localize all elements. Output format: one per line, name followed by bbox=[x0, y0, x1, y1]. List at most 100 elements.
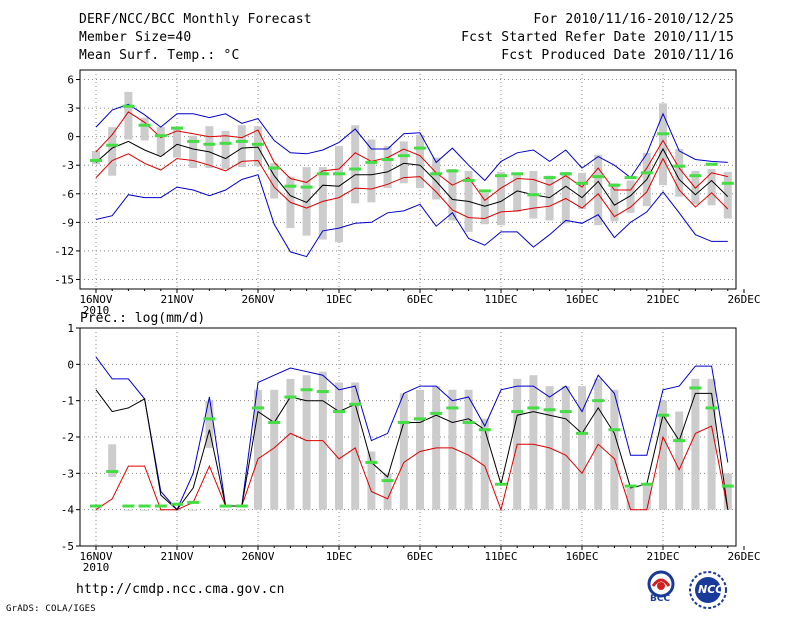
prec-spread-box bbox=[578, 386, 586, 510]
temp-spread-box bbox=[237, 125, 246, 168]
temp-spread-box bbox=[335, 146, 343, 243]
prec-spread-box bbox=[383, 473, 392, 510]
temp-spread-box bbox=[513, 173, 522, 212]
temp-spread-box bbox=[578, 172, 586, 210]
grads-credit: GrADS: COLA/IGES bbox=[6, 604, 96, 614]
prec-xtick-label: 1DEC bbox=[326, 550, 353, 563]
prec-spread-box bbox=[335, 382, 343, 510]
temp-ytick-label: -15 bbox=[54, 273, 74, 286]
temp-spread-box bbox=[594, 154, 603, 226]
temp-ytick-label: -9 bbox=[61, 216, 74, 229]
temp-min-line bbox=[95, 174, 728, 258]
temp-spread-box bbox=[659, 103, 667, 186]
prec-spread-box bbox=[642, 484, 651, 510]
prec-xtick-label: 6DEC bbox=[407, 550, 434, 563]
bcc-logo: BCC bbox=[641, 570, 681, 606]
temp-ytick-label: -3 bbox=[61, 159, 74, 172]
temp-xtick-label: 6DEC bbox=[407, 293, 434, 306]
prec-spread-box bbox=[416, 389, 424, 510]
prec-spread-box bbox=[270, 389, 279, 510]
temp-spread-box bbox=[108, 127, 117, 176]
temp-spread-box bbox=[156, 127, 165, 156]
temp-spread-box bbox=[448, 169, 457, 221]
temp-xtick-label: 21NOV bbox=[160, 293, 193, 306]
temp-lower-line bbox=[95, 153, 729, 220]
temp-spread-box bbox=[367, 139, 376, 203]
temp-xtick-label: 11DEC bbox=[484, 293, 517, 306]
temp-spread-box bbox=[351, 125, 360, 204]
temp-spread-box bbox=[480, 192, 489, 225]
prec-spread-box bbox=[140, 509, 149, 511]
temp-spread-box bbox=[497, 171, 505, 226]
temp-upper-line bbox=[95, 111, 728, 202]
prec-spread-box bbox=[464, 389, 473, 510]
prec-ytick-label: -1 bbox=[61, 395, 74, 408]
prec-xtick-label: 26NOV bbox=[241, 550, 274, 563]
prec-spread-box bbox=[691, 378, 700, 510]
variable-label: Mean Surf. Temp.: °C bbox=[79, 48, 240, 63]
prec-spread-box bbox=[707, 378, 716, 510]
bcc-logo-text: BCC bbox=[650, 594, 671, 604]
temp-spread-box bbox=[561, 171, 570, 224]
temp-spread-box bbox=[124, 91, 133, 140]
temp-spread-box bbox=[707, 169, 716, 206]
chart-title: DERF/NCC/BCC Monthly Forecast bbox=[79, 12, 312, 27]
temp-xtick-label: 1DEC bbox=[326, 293, 353, 306]
prec-xtick-label: 26DEC bbox=[727, 550, 760, 563]
prec-ytick-label: 1 bbox=[67, 322, 74, 335]
prec-spread-box bbox=[723, 473, 732, 510]
prec-ytick-label: -3 bbox=[61, 467, 74, 480]
prec-spread-box bbox=[675, 411, 684, 510]
prec-xtick-label: 21NOV bbox=[160, 550, 193, 563]
prec-spread-box bbox=[108, 444, 117, 477]
prec-ytick-label: -2 bbox=[61, 431, 74, 444]
temp-xtick-label: 16NOV bbox=[79, 293, 112, 306]
temp-spread-box bbox=[723, 171, 732, 219]
prec-panel-title: Prec.: log(mm/d) bbox=[80, 311, 205, 326]
prec-ytick-label: -4 bbox=[61, 504, 75, 517]
temp-ytick-label: -12 bbox=[54, 245, 74, 258]
prec-mean-line bbox=[95, 389, 729, 511]
temp-spread-box bbox=[610, 183, 619, 222]
temp-ytick-label: 3 bbox=[67, 102, 74, 115]
prec-xtick-label: 21DEC bbox=[646, 550, 679, 563]
prec-spread-box bbox=[626, 487, 635, 510]
prec-spread-box bbox=[254, 389, 262, 510]
temp-spread-box bbox=[221, 130, 230, 170]
prec-spread-box bbox=[367, 451, 376, 510]
prec-xtick-label: 16NOV bbox=[79, 550, 112, 563]
prec-spread-box bbox=[221, 509, 230, 511]
temp-spread-box bbox=[383, 146, 392, 189]
member-size: Member Size=40 bbox=[79, 30, 192, 45]
temp-spread-box bbox=[140, 117, 149, 141]
temp-spread-box bbox=[189, 135, 198, 169]
prec-spread-box bbox=[92, 509, 100, 511]
bcc-logo-icon bbox=[647, 570, 675, 598]
forecast-produced-date: Fcst Produced Date 2010/11/16 bbox=[501, 48, 734, 63]
temp-year-label: 2010 bbox=[83, 304, 110, 317]
prec-spread-box bbox=[205, 400, 214, 448]
temp-xtick-label: 21DEC bbox=[646, 293, 679, 306]
prec-spread-box bbox=[237, 509, 246, 511]
prec-year-label: 2010 bbox=[83, 561, 110, 574]
temp-ytick-label: -6 bbox=[61, 188, 74, 201]
temp-xtick-label: 26DEC bbox=[727, 293, 760, 306]
prec-max-line bbox=[95, 356, 729, 511]
temp-spread-box bbox=[416, 134, 424, 189]
temp-spread-box bbox=[173, 128, 181, 158]
prec-spread-box bbox=[302, 375, 311, 510]
prec-spread-box bbox=[659, 400, 667, 510]
temp-spread-box bbox=[675, 149, 684, 197]
prec-spread-box bbox=[189, 509, 198, 511]
prec-spread-box bbox=[286, 378, 295, 510]
ncc-logo-text: NCC bbox=[698, 583, 724, 596]
temp-spread-box bbox=[92, 150, 100, 165]
temp-xtick-label: 26NOV bbox=[241, 293, 274, 306]
temp-ytick-label: 6 bbox=[67, 74, 74, 87]
source-url: http://cmdp.ncc.cma.gov.cn bbox=[76, 582, 285, 597]
temp-spread-box bbox=[399, 141, 408, 184]
forecast-started-date: Fcst Started Refer Date 2010/11/15 bbox=[461, 30, 734, 45]
temp-frame bbox=[79, 69, 737, 290]
temp-spread-box bbox=[626, 180, 635, 213]
